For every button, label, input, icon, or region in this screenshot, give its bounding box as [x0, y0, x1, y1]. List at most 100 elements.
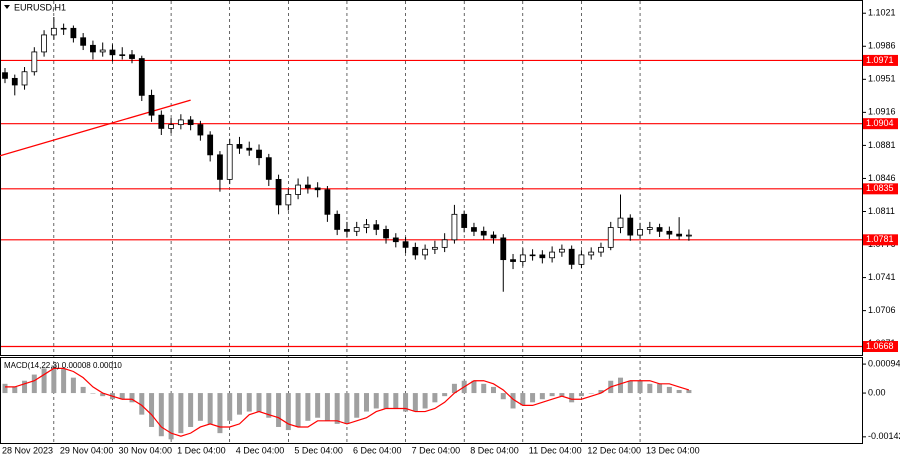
candle-body	[21, 71, 28, 86]
level-label-box	[863, 118, 898, 130]
candle-body	[392, 237, 399, 243]
macd-bar	[647, 383, 653, 394]
candle-body	[441, 239, 448, 248]
macd-bar	[285, 393, 291, 431]
macd-title: MACD(14,22,3) 0.00008 0.00010	[4, 361, 122, 370]
macd-bar	[412, 393, 418, 412]
y-tick-label: -0.00142	[868, 431, 900, 441]
x-tick-label: 7 Dec 04:00	[412, 445, 461, 455]
candle-body	[500, 237, 507, 261]
candle-body	[177, 119, 184, 126]
macd-bar	[363, 393, 369, 412]
macd-bar	[178, 393, 184, 434]
candle-body	[461, 213, 468, 228]
candle-body	[412, 246, 419, 256]
x-tick-label: 13 Dec 04:00	[646, 445, 700, 455]
level-label: 1.0668	[866, 341, 894, 351]
candle-body	[519, 254, 526, 262]
candle-body	[90, 44, 96, 53]
macd-bar	[393, 393, 399, 409]
candle-body	[598, 246, 604, 253]
x-tick-label: 5 Dec 04:00	[294, 445, 343, 455]
y-tick-label: 1.1021	[868, 8, 896, 18]
macd-bar	[676, 389, 682, 394]
y-tick-label: 1.0846	[868, 173, 896, 183]
candle-body	[314, 187, 321, 191]
y-tick-label: 1.0916	[868, 107, 896, 117]
y-tick-label: 1.0986	[868, 41, 896, 51]
level-label: 1.0835	[866, 183, 894, 193]
candle-body	[431, 246, 438, 250]
macd-bar	[666, 386, 672, 394]
candle-body	[549, 251, 556, 259]
candle-body	[334, 213, 341, 230]
candle-body	[510, 259, 516, 262]
macd-bar	[100, 393, 106, 397]
menu-icon	[4, 5, 10, 9]
candle-body	[119, 54, 126, 56]
macd-bar	[657, 383, 663, 394]
candle-body	[187, 119, 194, 126]
candle-body	[656, 227, 663, 232]
candle-body	[129, 54, 135, 59]
macd-bar	[383, 393, 389, 409]
candle-body	[588, 251, 595, 256]
candle-body	[80, 37, 87, 46]
y-tick-label: 1.0741	[868, 272, 896, 282]
y-tick-label: 1.0811	[868, 206, 895, 216]
macd-bar	[686, 389, 692, 394]
candle-body	[363, 224, 370, 228]
macd-bar	[334, 393, 340, 424]
candle-body	[11, 77, 18, 86]
price-panel	[0, 0, 863, 356]
macd-bar	[500, 393, 506, 400]
candle-body	[148, 94, 155, 116]
candle-body	[344, 229, 350, 232]
y-tick-label: 1.0951	[868, 74, 896, 84]
candle-body	[568, 248, 575, 265]
candle-body	[207, 134, 214, 156]
macd-bar	[627, 380, 633, 394]
candle-body	[70, 27, 77, 39]
candle-body	[373, 224, 380, 230]
candle-body	[217, 154, 223, 180]
macd-bar	[442, 393, 448, 397]
macd-bar	[51, 365, 57, 394]
candle-body	[295, 184, 302, 195]
candle-body	[558, 248, 565, 253]
x-tick-label: 30 Nov 04:00	[118, 445, 172, 455]
macd-bar	[129, 393, 135, 403]
macd-bar	[256, 393, 262, 412]
candle-body	[637, 229, 643, 236]
candle-body	[607, 227, 614, 248]
candle-body	[451, 213, 458, 241]
candle-body	[686, 234, 692, 237]
x-tick-label: 1 Dec 04:00	[177, 445, 226, 455]
candle-body	[529, 254, 536, 257]
candle-body	[676, 233, 683, 237]
macd-bar	[295, 393, 301, 427]
macd-bar	[139, 393, 145, 415]
candle-body	[422, 248, 429, 256]
trend-line	[0, 99, 191, 157]
macd-bar	[217, 393, 223, 434]
macd-bar	[491, 386, 496, 394]
candle-body	[402, 241, 409, 248]
candle-body	[383, 229, 389, 239]
signal-line	[5, 367, 690, 437]
macd-bar	[588, 393, 594, 394]
candle-body	[138, 58, 145, 96]
macd-bar	[315, 393, 321, 418]
x-tick-label: 28 Nov 2023	[2, 445, 53, 455]
macd-bar	[324, 393, 330, 421]
macd-bar	[618, 377, 624, 394]
macd-bar	[70, 377, 76, 394]
candle-body	[158, 114, 165, 129]
macd-bar	[471, 380, 477, 394]
macd-bar	[61, 368, 67, 394]
level-label-box	[863, 341, 898, 353]
macd-bar	[530, 393, 536, 403]
macd-bar	[373, 393, 379, 409]
candle-body	[353, 227, 360, 232]
